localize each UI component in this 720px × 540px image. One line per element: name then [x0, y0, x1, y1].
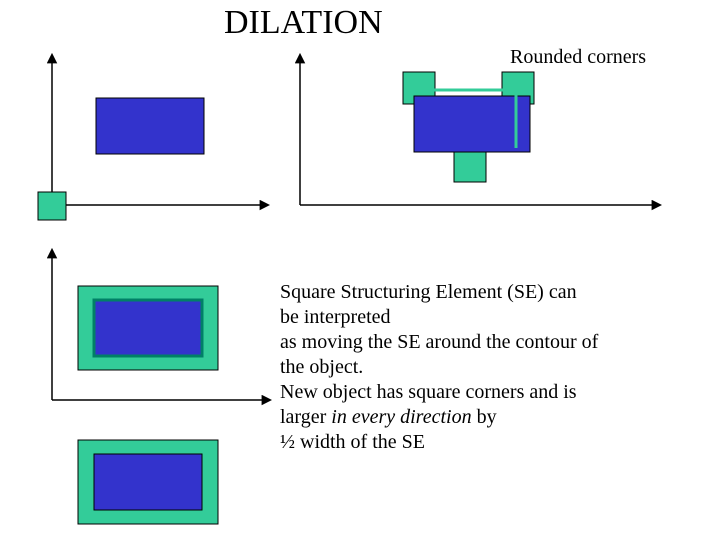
- diagram-canvas: [0, 0, 720, 540]
- teal-square-origin: [38, 192, 66, 220]
- blue-rect-top-right: [414, 96, 530, 152]
- blue-rect-top-left: [96, 98, 204, 154]
- blue-inner-bottom: [94, 454, 202, 510]
- teal-bottom-center: [454, 150, 486, 182]
- blue-inner-mid: [94, 300, 202, 356]
